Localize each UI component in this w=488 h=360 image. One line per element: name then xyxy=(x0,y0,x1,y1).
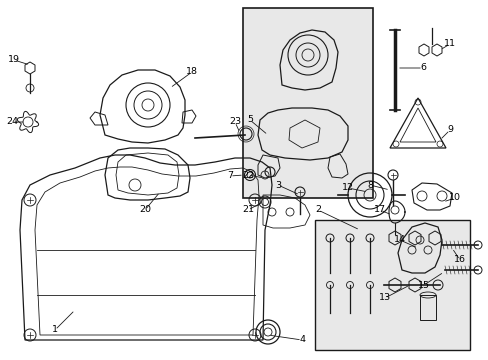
Text: 2: 2 xyxy=(314,206,320,215)
Text: 18: 18 xyxy=(185,68,198,77)
Text: 7: 7 xyxy=(226,171,232,180)
Bar xyxy=(243,8,372,198)
Text: 22: 22 xyxy=(242,171,253,180)
Text: 23: 23 xyxy=(228,117,241,126)
Text: 6: 6 xyxy=(419,63,425,72)
Text: 14: 14 xyxy=(393,235,405,244)
Text: 20: 20 xyxy=(139,206,151,215)
Text: 10: 10 xyxy=(448,194,460,202)
Bar xyxy=(419,295,435,320)
Text: 8: 8 xyxy=(366,180,372,189)
Text: 5: 5 xyxy=(246,116,252,125)
Text: 21: 21 xyxy=(242,206,253,215)
Text: 1: 1 xyxy=(52,325,58,334)
Text: 15: 15 xyxy=(417,280,429,289)
Text: 3: 3 xyxy=(274,180,281,189)
Text: 12: 12 xyxy=(341,184,353,193)
Text: 9: 9 xyxy=(446,126,452,135)
Text: 17: 17 xyxy=(373,206,385,215)
Text: 24: 24 xyxy=(6,117,18,126)
Text: 4: 4 xyxy=(298,336,305,345)
Text: 11: 11 xyxy=(443,40,455,49)
Text: 13: 13 xyxy=(378,293,390,302)
Bar xyxy=(314,220,469,350)
Text: 16: 16 xyxy=(453,256,465,265)
Text: 19: 19 xyxy=(8,55,20,64)
